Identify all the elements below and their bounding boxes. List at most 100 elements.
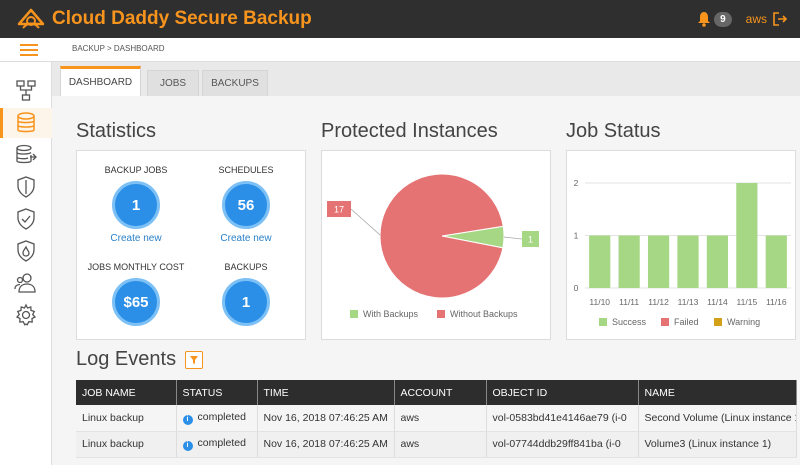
sidebar-item-protection[interactable]	[0, 236, 52, 266]
column-header[interactable]: ACCOUNT	[394, 380, 487, 405]
legend-success: Success	[599, 317, 646, 327]
column-header[interactable]: JOB NAME	[76, 380, 177, 405]
legend-failed: Failed	[661, 317, 699, 327]
stat-backup-jobs: BACKUP JOBS 1 Create new	[76, 165, 196, 244]
log-events-title: Log Events	[76, 348, 177, 370]
database-icon	[17, 112, 35, 133]
object-id-cell: vol-07744ddb29ff841ba (i-0	[486, 431, 639, 458]
x-tick-label: 11/14	[707, 297, 728, 307]
tab-dashboard[interactable]: DASHBOARD	[60, 66, 141, 96]
column-header[interactable]: OBJECT ID	[486, 380, 639, 405]
time-cell: Nov 16, 2018 07:46:25 AM	[257, 405, 395, 432]
bar-success[interactable]	[589, 235, 611, 289]
top-right-controls: 9 aws	[697, 9, 788, 29]
filter-button[interactable]	[185, 351, 203, 369]
job-status-bar-chart: 0 1 2 11/10 11/11 11/12 11/13 11/14 11/15 11/16	[574, 178, 791, 307]
tab-bar: DASHBOARD JOBS BACKUPS	[52, 62, 800, 96]
create-job-link[interactable]: Create new	[110, 233, 162, 244]
account-cell: aws	[394, 431, 487, 458]
stat-monthly-cost: JOBS MONTHLY COST $65	[76, 262, 196, 326]
log-events-table: JOB NAME STATUS TIME ACCOUNT OBJECT ID N…	[76, 380, 797, 458]
table-row[interactable]: Linux backup i completed Nov 16, 2018 07:…	[76, 431, 797, 458]
column-header[interactable]: TIME	[257, 380, 395, 405]
column-header[interactable]: STATUS	[176, 380, 258, 405]
sidebar-item-security[interactable]	[0, 172, 52, 202]
job-status-panel: 0 1 2 11/10 11/11 11/12 11/13 11/14 11/15 11/16 S…	[566, 150, 796, 340]
status-text: completed	[197, 410, 246, 423]
stat-value[interactable]: 1	[112, 181, 160, 229]
statistics-panel: BACKUP JOBS 1 Create new SCHEDULES 56 Cr…	[76, 150, 306, 340]
stat-label: BACKUPS	[224, 262, 268, 272]
legend-with-backups: With Backups	[350, 309, 418, 319]
job-status-title: Job Status	[566, 120, 661, 142]
x-tick-label: 11/10	[589, 297, 610, 307]
pie-data-label-box	[522, 231, 539, 247]
bar-success[interactable]	[618, 235, 640, 289]
bell-icon[interactable]	[697, 11, 711, 27]
bar-success[interactable]	[706, 235, 729, 289]
pie-label-connector	[350, 208, 381, 236]
job-name-cell: Linux backup	[76, 431, 177, 458]
tab-backups[interactable]: BACKUPS	[202, 70, 268, 96]
sidebar-item-network[interactable]	[0, 76, 52, 106]
sidebar-item-restore[interactable]	[0, 140, 52, 170]
tab-jobs[interactable]: JOBS	[147, 70, 199, 96]
pie-data-label-box	[327, 201, 351, 217]
create-schedule-link[interactable]: Create new	[220, 233, 272, 244]
shield-fire-icon	[17, 240, 35, 262]
pie-slice[interactable]	[379, 173, 504, 299]
legend-swatch	[661, 318, 669, 326]
legend-label: Without Backups	[450, 309, 518, 319]
sidebar-item-backup[interactable]	[0, 108, 52, 138]
stat-label: JOBS MONTHLY COST	[87, 262, 185, 272]
legend-label: With Backups	[363, 309, 419, 319]
object-id-cell: vol-0583bd41e4146ae79 (i-0	[486, 405, 639, 432]
menu-icon[interactable]	[20, 44, 38, 56]
shield-icon	[17, 176, 35, 198]
pie-data-label: 1	[528, 235, 533, 245]
bar-success[interactable]	[647, 235, 670, 289]
info-icon: i	[182, 441, 193, 451]
sub-bar: BACKUP > DASHBOARD	[0, 38, 800, 62]
info-icon: i	[182, 414, 193, 425]
stat-value[interactable]: 1	[222, 278, 270, 326]
pie-label-connector	[503, 236, 523, 240]
bar-success[interactable]	[765, 235, 787, 289]
sidebar-item-users[interactable]	[0, 268, 52, 298]
x-tick-label: 11/12	[648, 297, 669, 307]
network-icon	[16, 80, 36, 101]
filter-icon	[190, 356, 198, 364]
breadcrumb: BACKUP > DASHBOARD	[72, 44, 165, 53]
sidebar-item-settings[interactable]	[0, 300, 52, 330]
logout-icon[interactable]	[772, 11, 788, 27]
name-cell: Second Volume (Linux instance 1)	[638, 405, 797, 432]
y-tick-label: 1	[574, 231, 579, 241]
pie-data-label: 17	[334, 205, 344, 215]
gear-icon	[15, 303, 37, 326]
name-cell: Volume3 (Linux instance 1)	[638, 431, 797, 458]
y-tick-label: 2	[574, 178, 579, 188]
legend-swatch	[714, 318, 722, 326]
bar-success[interactable]	[736, 183, 758, 288]
account-label[interactable]: aws	[745, 12, 767, 26]
brand[interactable]: Cloud Daddy Secure Backup	[16, 6, 312, 32]
protected-pie-chart: 1 17	[327, 173, 539, 299]
stat-schedules: SCHEDULES 56 Create new	[186, 165, 306, 244]
stat-value[interactable]: $65	[112, 278, 160, 326]
column-header[interactable]: NAME	[638, 380, 797, 405]
legend-without-backups: Without Backups	[437, 309, 518, 319]
stat-value[interactable]: 56	[222, 181, 270, 229]
shield-check-icon	[17, 208, 35, 230]
x-tick-label: 11/16	[766, 297, 787, 307]
time-cell: Nov 16, 2018 07:46:25 AM	[257, 431, 395, 458]
table-row[interactable]: Linux backup i completed Nov 16, 2018 07:…	[76, 405, 797, 432]
y-tick-label: 0	[574, 283, 579, 293]
top-bar: Cloud Daddy Secure Backup 9 aws	[0, 0, 800, 38]
legend-swatch	[437, 310, 445, 318]
bar-success[interactable]	[677, 235, 699, 289]
notification-badge: 9	[714, 11, 732, 27]
sidebar-item-compliance[interactable]	[0, 204, 52, 234]
app-title: Cloud Daddy Secure Backup	[52, 8, 312, 29]
x-tick-label: 11/15	[737, 297, 758, 307]
account-cell: aws	[394, 405, 487, 432]
